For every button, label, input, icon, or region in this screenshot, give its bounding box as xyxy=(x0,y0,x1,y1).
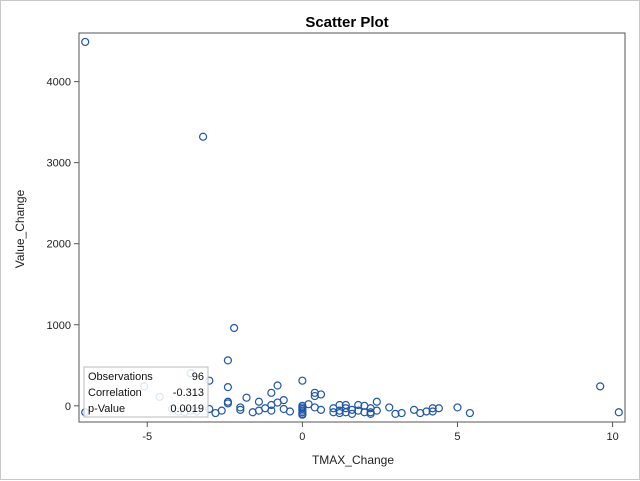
plot-area xyxy=(78,32,626,423)
data-point xyxy=(254,397,264,406)
data-point xyxy=(596,382,605,391)
data-point xyxy=(298,376,307,385)
x-tick-label: -5 xyxy=(142,431,152,443)
data-point xyxy=(236,403,245,412)
stat-value: 96 xyxy=(192,371,204,383)
data-point xyxy=(422,407,431,416)
data-point xyxy=(298,410,307,419)
axis-ticks: -5 0 5 10 0 1000 2000 3000 4000 xyxy=(47,77,619,443)
stats-inset-box xyxy=(83,366,209,418)
data-point xyxy=(341,400,350,410)
data-point xyxy=(335,408,344,418)
x-tick-label: 10 xyxy=(606,431,618,443)
y-axis-label: Value_Change xyxy=(13,189,27,268)
data-point xyxy=(354,400,363,410)
data-point xyxy=(428,404,437,413)
data-point xyxy=(391,409,400,418)
data-point xyxy=(397,408,406,418)
data-point xyxy=(409,405,419,414)
chart-title: Scatter Plot xyxy=(305,14,388,31)
y-tick-label: 1000 xyxy=(47,320,71,332)
data-points xyxy=(81,37,623,419)
data-point xyxy=(242,393,251,402)
x-tick-label: 5 xyxy=(454,431,460,443)
x-axis-label: TMAX_Change xyxy=(312,453,394,467)
data-point xyxy=(316,390,326,399)
stat-value: -0.313 xyxy=(173,387,204,399)
data-point xyxy=(217,406,226,415)
data-point xyxy=(372,406,381,415)
data-point xyxy=(372,397,381,406)
data-point xyxy=(81,37,90,47)
x-tick-label: 0 xyxy=(299,431,305,443)
data-point xyxy=(335,400,344,410)
data-point xyxy=(198,132,208,141)
stat-label: Observations xyxy=(88,371,153,383)
data-point xyxy=(304,400,313,409)
y-tick-label: 4000 xyxy=(47,77,71,89)
data-point xyxy=(347,409,357,418)
data-point xyxy=(434,404,443,413)
data-point xyxy=(465,408,474,418)
data-point xyxy=(230,323,239,333)
data-point xyxy=(267,406,276,415)
data-point xyxy=(223,356,233,365)
y-tick-label: 3000 xyxy=(47,158,71,170)
stat-value: 0.0019 xyxy=(170,403,204,415)
y-tick-label: 2000 xyxy=(47,239,71,251)
stats-inset: Observations 96 Correlation -0.313 p-Value 0.… xyxy=(83,366,209,418)
data-point xyxy=(385,403,394,412)
data-point xyxy=(223,383,233,392)
data-point xyxy=(236,405,245,414)
stat-label: Correlation xyxy=(88,387,142,399)
y-tick-label: 0 xyxy=(65,401,71,413)
data-point xyxy=(453,403,462,412)
data-point xyxy=(285,407,295,416)
data-point xyxy=(267,388,276,397)
data-point xyxy=(316,405,326,414)
data-point xyxy=(273,381,282,390)
data-point xyxy=(279,396,288,405)
data-point xyxy=(614,408,623,417)
data-point xyxy=(223,397,233,406)
data-point xyxy=(347,405,357,414)
data-point xyxy=(428,407,437,416)
stat-label: p-Value xyxy=(88,403,125,415)
